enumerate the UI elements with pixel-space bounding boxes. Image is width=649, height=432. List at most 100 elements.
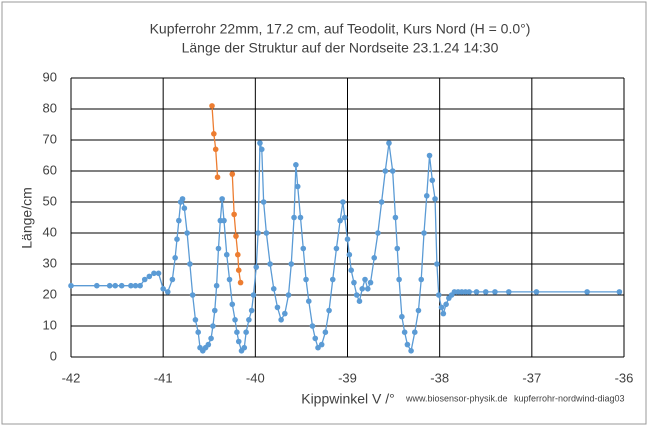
data-point bbox=[337, 217, 343, 224]
data-point bbox=[151, 270, 157, 277]
data-point bbox=[106, 282, 113, 289]
data-point bbox=[423, 193, 430, 199]
data-point bbox=[211, 307, 218, 314]
data-point bbox=[233, 233, 239, 239]
data-point bbox=[258, 146, 265, 153]
x-tick-label: -41 bbox=[154, 370, 173, 385]
data-point bbox=[253, 264, 260, 270]
y-tick-label: 50 bbox=[43, 193, 57, 208]
data-point bbox=[231, 211, 237, 218]
y-tick-label: 90 bbox=[43, 69, 57, 84]
data-point bbox=[137, 282, 143, 289]
data-point bbox=[94, 282, 100, 289]
data-point bbox=[112, 282, 119, 289]
data-point bbox=[169, 276, 176, 283]
data-point bbox=[210, 323, 216, 329]
data-point bbox=[212, 146, 219, 153]
data-point bbox=[421, 230, 427, 236]
data-point bbox=[293, 162, 299, 168]
chart-frame bbox=[1, 1, 647, 425]
data-point bbox=[179, 196, 186, 202]
data-point bbox=[429, 177, 436, 184]
data-point bbox=[260, 199, 267, 205]
data-point bbox=[213, 282, 220, 289]
data-point bbox=[303, 276, 309, 283]
data-point bbox=[362, 276, 368, 283]
data-point bbox=[174, 236, 180, 242]
data-point bbox=[375, 230, 381, 236]
data-point bbox=[234, 329, 240, 336]
data-point bbox=[223, 251, 230, 258]
data-point bbox=[492, 289, 498, 295]
data-point bbox=[288, 261, 295, 267]
data-point bbox=[241, 344, 248, 351]
y-tick-label: 0 bbox=[50, 348, 57, 363]
data-point bbox=[305, 298, 312, 305]
data-point bbox=[278, 317, 284, 323]
chart-title: Kupferrohr 22mm, 17.2 cm, auf Teodolit, … bbox=[150, 21, 531, 37]
data-point bbox=[132, 282, 139, 289]
data-point bbox=[294, 183, 301, 190]
data-point bbox=[340, 199, 346, 205]
data-point bbox=[226, 276, 233, 283]
data-point bbox=[128, 282, 134, 289]
data-point bbox=[229, 171, 236, 177]
data-point bbox=[237, 279, 244, 286]
x-tick-label: -39 bbox=[338, 370, 357, 385]
data-point bbox=[141, 276, 148, 283]
data-point bbox=[248, 307, 255, 314]
data-point bbox=[176, 217, 182, 224]
data-point bbox=[270, 286, 277, 292]
data-point bbox=[435, 292, 442, 298]
data-point bbox=[438, 304, 445, 311]
data-point bbox=[215, 245, 222, 252]
data-point bbox=[235, 338, 242, 345]
data-point bbox=[359, 286, 366, 292]
data-point bbox=[257, 140, 263, 146]
data-point bbox=[246, 317, 252, 323]
data-point bbox=[181, 205, 188, 211]
y-tick-label: 10 bbox=[43, 317, 57, 332]
data-point bbox=[466, 289, 472, 295]
data-point bbox=[426, 152, 433, 159]
data-point bbox=[160, 286, 166, 292]
data-point bbox=[443, 301, 449, 308]
data-point bbox=[389, 168, 396, 174]
x-tick-label: -40 bbox=[246, 370, 265, 385]
data-point bbox=[367, 279, 374, 286]
data-point bbox=[189, 292, 196, 298]
data-point bbox=[68, 282, 74, 289]
data-point bbox=[282, 310, 288, 317]
data-point bbox=[263, 230, 270, 236]
data-point bbox=[291, 214, 297, 221]
data-point bbox=[584, 289, 590, 295]
x-tick-label: -37 bbox=[522, 370, 541, 385]
data-point bbox=[505, 289, 512, 295]
data-point bbox=[300, 245, 307, 252]
data-point bbox=[386, 140, 392, 146]
x-tick-label: -38 bbox=[430, 370, 449, 385]
data-point bbox=[318, 341, 325, 348]
data-point bbox=[356, 298, 363, 305]
data-point bbox=[473, 289, 480, 295]
data-point bbox=[250, 292, 257, 298]
data-point bbox=[353, 292, 360, 298]
data-point bbox=[371, 254, 378, 261]
data-point bbox=[309, 323, 316, 329]
data-point bbox=[341, 214, 348, 221]
data-point bbox=[184, 230, 190, 236]
data-point bbox=[312, 335, 319, 342]
data-point bbox=[192, 317, 199, 323]
data-point bbox=[408, 348, 414, 354]
data-point bbox=[205, 341, 212, 348]
data-point bbox=[164, 289, 171, 295]
data-point bbox=[396, 276, 402, 283]
data-point bbox=[155, 270, 162, 277]
data-point bbox=[418, 276, 425, 283]
data-point bbox=[315, 344, 321, 351]
data-point bbox=[392, 214, 399, 221]
data-point bbox=[285, 292, 292, 298]
data-point bbox=[440, 310, 447, 317]
data-point bbox=[208, 335, 214, 342]
